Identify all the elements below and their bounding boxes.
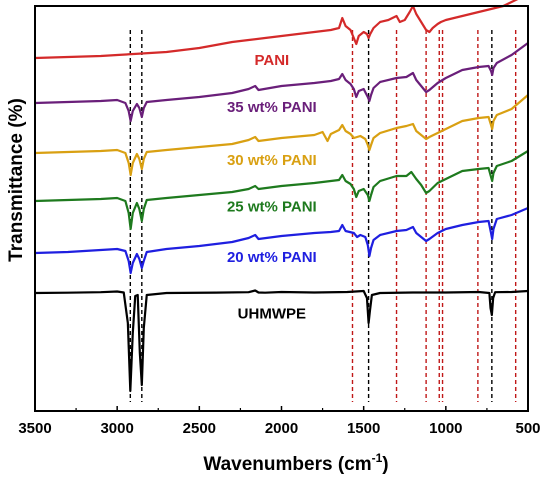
- x-axis-title: Wavenumbers (cm-1): [203, 451, 388, 475]
- series-label: 25 wt% PANI: [227, 199, 317, 216]
- x-tick-label: 1000: [429, 420, 462, 437]
- series-line: [34, 150, 529, 231]
- series-label: 30 wt% PANI: [227, 152, 317, 169]
- series-label: 35 wt% PANI: [227, 99, 317, 116]
- reference-lines: [129, 30, 517, 402]
- series-line: [34, 0, 519, 60]
- x-axis-title-sup: -1: [372, 451, 383, 465]
- series-label: 20 wt% PANI: [227, 249, 317, 266]
- series-line: [34, 42, 529, 123]
- series-line: [34, 94, 529, 177]
- x-tick-label: 3000: [100, 420, 133, 437]
- x-axis-ticks: 3500 3000 2500 2000 1500 1000 500: [18, 406, 541, 437]
- x-tick-label: 2500: [183, 420, 216, 437]
- x-axis-title-main: Wavenumbers (cm: [203, 454, 371, 475]
- x-tick-label: 1500: [347, 420, 380, 437]
- series-label: UHMWPE: [238, 306, 306, 323]
- series-labels: UHMWPE 20 wt% PANI 25 wt% PANI 30 wt% PANI 3…: [227, 52, 317, 323]
- y-axis-title: Transmittance (%): [6, 98, 27, 262]
- series-line: [34, 289, 529, 393]
- x-tick-label: 500: [515, 420, 540, 437]
- x-axis-title-close: ): [382, 454, 388, 475]
- x-tick-label: 3500: [18, 420, 51, 437]
- series-label: PANI: [254, 52, 289, 69]
- x-tick-label: 2000: [265, 420, 298, 437]
- spectra-series: [34, 0, 529, 393]
- series-line: [34, 206, 529, 275]
